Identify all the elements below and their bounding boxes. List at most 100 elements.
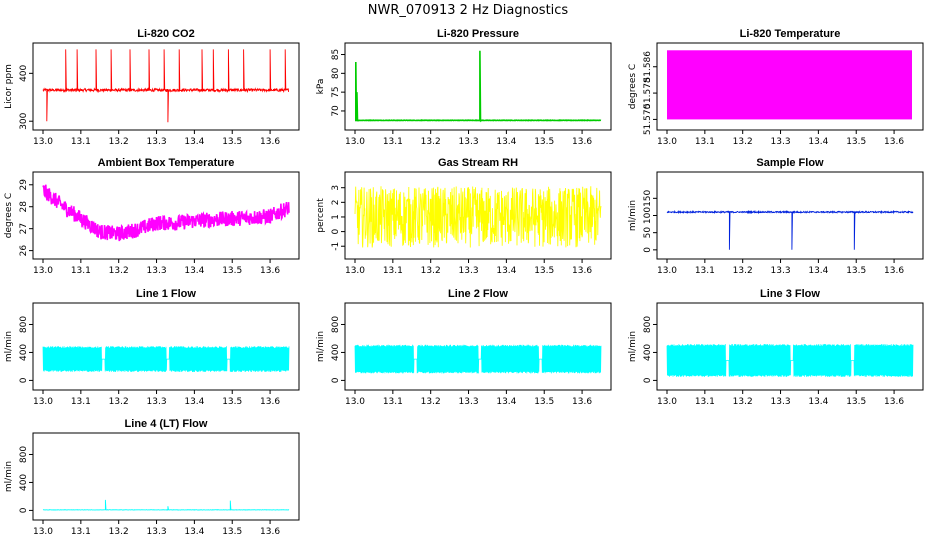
panel-title: Li-820 CO2 [137, 28, 194, 40]
x-tick-label: 13.1 [383, 397, 403, 407]
y-tick-label: 400 [331, 344, 341, 361]
y-tick-label: 51.570 [643, 103, 653, 135]
x-tick-label: 13.4 [184, 266, 204, 276]
x-axis: 13.0 13.1 13.2 13.3 13.4 13.5 13.6 [345, 390, 592, 407]
x-tick-label: 13.6 [572, 266, 592, 276]
x-tick-label: 13.1 [383, 266, 403, 276]
x-tick-label: 13.0 [33, 397, 53, 407]
y-axis-label: ml/min [628, 200, 638, 231]
y-tick-label: 800 [19, 446, 29, 463]
x-tick-label: 13.3 [771, 397, 791, 407]
x-tick-label: 13.6 [260, 266, 280, 276]
x-tick-label: 13.4 [496, 137, 516, 147]
x-tick-label: 13.3 [147, 137, 167, 147]
y-tick-label: 50 [643, 227, 653, 239]
y-tick-label: 1 [331, 214, 341, 220]
x-tick-label: 13.4 [496, 266, 516, 276]
y-axis: -1 0 1 2 3 [331, 185, 345, 251]
series-line [42, 499, 290, 511]
x-tick-label: 13.4 [808, 397, 828, 407]
x-tick-label: 13.3 [459, 266, 479, 276]
x-tick-label: 13.1 [383, 137, 403, 147]
x-tick-label: 13.0 [345, 397, 365, 407]
x-tick-label: 13.1 [71, 266, 91, 276]
y-tick-label: 400 [19, 344, 29, 361]
y-tick-label: 28 [19, 201, 29, 213]
y-tick-label: 51.586 [643, 51, 653, 83]
x-tick-label: 13.5 [846, 137, 866, 147]
x-tick-label: 13.4 [808, 137, 828, 147]
y-tick-label: 70 [331, 105, 341, 117]
series-line [666, 209, 914, 250]
x-tick-label: 13.4 [184, 397, 204, 407]
y-tick-label: 400 [19, 64, 29, 81]
panel-title: Line 2 Flow [448, 288, 508, 300]
x-tick-label: 13.0 [33, 527, 53, 537]
x-tick-label: 13.2 [109, 527, 129, 537]
y-tick-label: 85 [331, 49, 341, 60]
x-tick-label: 13.4 [808, 266, 828, 276]
y-axis-label: percent [316, 198, 326, 233]
panel-title: Gas Stream RH [438, 157, 518, 169]
y-tick-label: 0 [19, 507, 29, 513]
y-tick-label: 27 [19, 223, 29, 234]
y-tick-label: 2 [331, 199, 341, 205]
y-tick-label: -1 [331, 242, 341, 251]
panel-7: Line 1 Flow 13.0 13.1 13.2 13.3 13.4 13.5 13.6 0… [4, 288, 300, 407]
x-tick-label: 13.6 [572, 137, 592, 147]
x-tick-label: 13.1 [695, 266, 715, 276]
x-axis: 13.0 13.1 13.2 13.3 13.4 13.5 13.6 [345, 130, 592, 147]
panel-title: Line 4 (LT) Flow [125, 418, 208, 430]
x-axis: 13.0 13.1 13.2 13.3 13.4 13.5 13.6 [33, 520, 280, 537]
x-tick-label: 13.3 [147, 266, 167, 276]
x-tick-label: 13.1 [71, 137, 91, 147]
y-axis: 26 27 28 29 [19, 179, 33, 256]
y-tick-label: 150 [643, 189, 653, 206]
x-axis: 13.0 13.1 13.2 13.3 13.4 13.5 13.6 [33, 390, 280, 407]
y-tick-label: 3 [331, 185, 341, 191]
series-line [354, 344, 602, 374]
x-axis: 13.0 13.1 13.2 13.3 13.4 13.5 13.6 [33, 259, 280, 276]
x-tick-label: 13.3 [459, 397, 479, 407]
y-axis: 0 400 800 [19, 446, 33, 513]
series-line [666, 344, 914, 377]
x-tick-label: 13.2 [421, 137, 441, 147]
y-tick-label: 0 [331, 228, 341, 234]
y-tick-label: 300 [19, 112, 29, 129]
x-tick-label: 13.3 [147, 397, 167, 407]
panel-8: Line 2 Flow 13.0 13.1 13.2 13.3 13.4 13.5 13.6 0… [316, 288, 612, 407]
y-axis-label: degrees C [628, 64, 638, 109]
x-tick-label: 13.0 [657, 266, 677, 276]
y-axis-label: kPa [316, 79, 326, 95]
x-tick-label: 13.5 [222, 397, 242, 407]
x-tick-label: 13.5 [534, 397, 554, 407]
x-tick-label: 13.6 [884, 397, 904, 407]
y-tick-label: 800 [19, 316, 29, 333]
x-tick-label: 13.3 [459, 137, 479, 147]
x-axis: 13.0 13.1 13.2 13.3 13.4 13.5 13.6 [345, 259, 592, 276]
x-tick-label: 13.6 [884, 137, 904, 147]
y-axis-label: ml/min [628, 331, 638, 362]
x-tick-label: 13.1 [695, 137, 715, 147]
x-tick-label: 13.2 [109, 266, 129, 276]
x-tick-label: 13.5 [222, 266, 242, 276]
x-tick-label: 13.3 [771, 137, 791, 147]
y-tick-label: 400 [19, 474, 29, 491]
x-tick-label: 13.3 [771, 266, 791, 276]
y-axis: 300 400 [19, 64, 33, 130]
series-line [42, 184, 290, 242]
plot-frame [32, 302, 300, 391]
panel-6: Sample Flow 13.0 13.1 13.2 13.3 13.4 13.5 13.6 0… [628, 157, 924, 276]
y-tick-label: 29 [19, 179, 29, 191]
panel-title: Line 1 Flow [136, 288, 196, 300]
series-line [354, 186, 602, 248]
panel-9: Line 3 Flow 13.0 13.1 13.2 13.3 13.4 13.5 13.6 0… [628, 288, 924, 407]
panel-1: Li-820 CO2 13.0 13.1 13.2 13.3 13.4 13.5 13.6 30… [4, 28, 300, 147]
y-tick-label: 0 [643, 247, 653, 253]
y-axis-label: ml/min [4, 461, 14, 492]
y-tick-label: 100 [643, 207, 653, 224]
y-axis: 0 400 800 [19, 316, 33, 383]
